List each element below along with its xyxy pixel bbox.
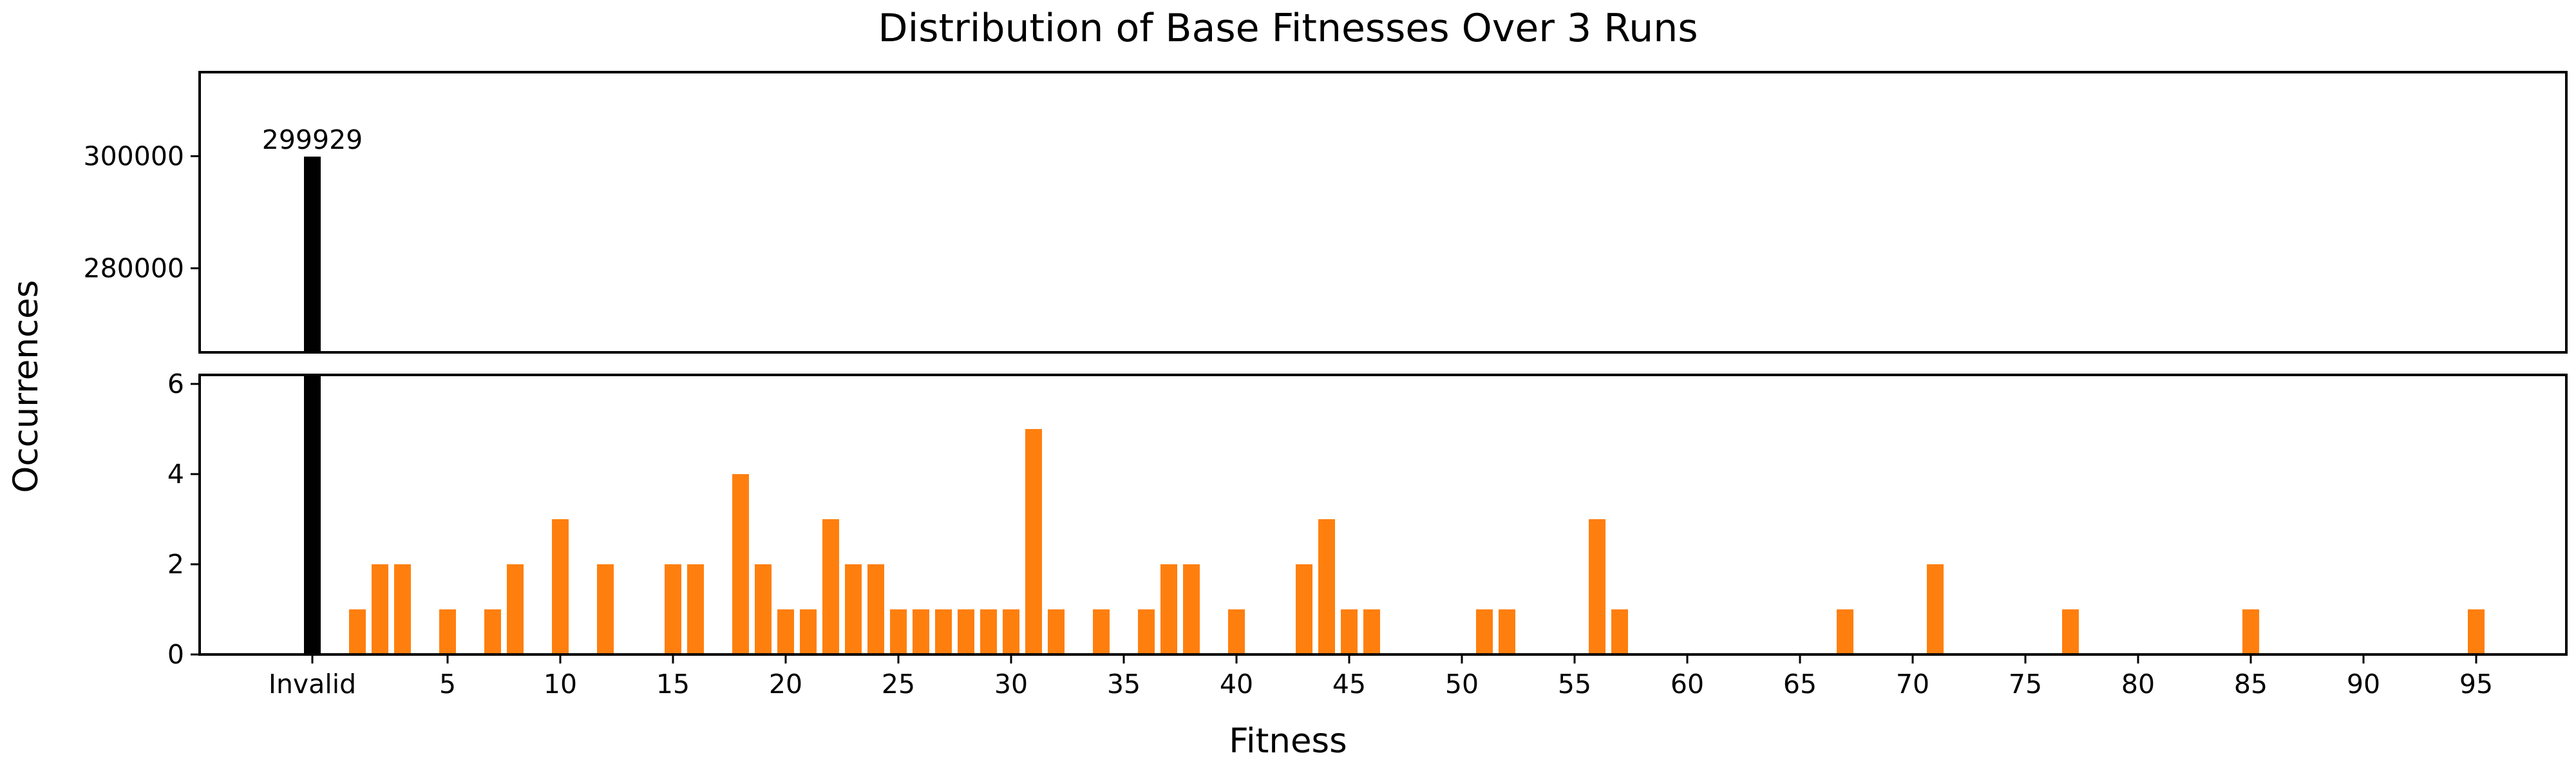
- bar-fitness-52: [1499, 609, 1515, 654]
- bar-fitness-8: [507, 564, 524, 654]
- bar-fitness-38: [1183, 564, 1200, 654]
- bar-fitness-46: [1363, 609, 1380, 654]
- bar-fitness-19: [755, 564, 772, 654]
- bar-fitness-37: [1160, 564, 1177, 654]
- x-tick-label: 30: [994, 669, 1028, 700]
- x-axis-label: Fitness: [1229, 721, 1347, 761]
- bar-fitness-95: [2468, 609, 2485, 654]
- x-tick-label: 15: [656, 669, 690, 700]
- upper-y-tick-label: 300000: [83, 141, 184, 172]
- bar-fitness-25: [890, 609, 907, 654]
- x-tick-label: 85: [2234, 669, 2268, 700]
- bar-fitness-29: [980, 609, 997, 654]
- x-tick-label: 75: [2009, 669, 2042, 700]
- bar-fitness-2: [372, 564, 388, 654]
- chart-title: Distribution of Base Fitnesses Over 3 Ru…: [878, 6, 1698, 51]
- x-tick-label: 50: [1445, 669, 1479, 700]
- bar-fitness-43: [1296, 564, 1312, 654]
- bar-fitness-56: [1589, 519, 1605, 654]
- bar-fitness-85: [2242, 609, 2259, 654]
- bar-fitness-10: [552, 519, 569, 654]
- bar-invalid-upper: [304, 157, 321, 352]
- bar-fitness-30: [1003, 609, 1019, 654]
- lower-axes: 0 2 4 6 Invalid 5 10 15 20 25 30 35 40 45 50 55 60 65 70 75…: [167, 368, 2568, 700]
- bar-fitness-77: [2062, 609, 2079, 654]
- x-tick-label: 55: [1558, 669, 1591, 700]
- x-tick-label: 5: [439, 669, 456, 700]
- lower-axes-frame: [198, 374, 2568, 656]
- bar-fitness-36: [1138, 609, 1155, 654]
- upper-axes-frame: [198, 71, 2568, 354]
- upper-y-tick-label: 280000: [83, 253, 184, 284]
- lower-y-tick-label: 4: [167, 459, 184, 490]
- bar-fitness-27: [935, 609, 952, 654]
- bar-fitness-21: [800, 609, 817, 654]
- lower-y-tick-label: 2: [167, 549, 184, 580]
- bar-fitness-7: [484, 609, 501, 654]
- bar-fitness-34: [1093, 609, 1110, 654]
- bar-fitness-12: [597, 564, 614, 654]
- bar-fitness-16: [687, 564, 704, 654]
- x-tick-label: 80: [2121, 669, 2155, 700]
- lower-y-tick-label: 0: [167, 639, 184, 670]
- bar-fitness-23: [845, 564, 862, 654]
- y-axis-label: Occurrences: [6, 280, 46, 493]
- bar-fitness-57: [1611, 609, 1628, 654]
- bar-fitness-31: [1025, 429, 1042, 654]
- bar-invalid-value-label: 299929: [262, 124, 363, 155]
- x-tick-label: 45: [1332, 669, 1366, 700]
- bar-fitness-44: [1318, 519, 1335, 654]
- bar-fitness-24: [867, 564, 884, 654]
- bar-fitness-45: [1341, 609, 1358, 654]
- bar-fitness-51: [1476, 609, 1493, 654]
- lower-y-tick-label: 6: [167, 368, 184, 399]
- bar-fitness-32: [1048, 609, 1065, 654]
- bar-fitness-22: [822, 519, 839, 654]
- x-tick-label: 70: [1896, 669, 1929, 700]
- x-tick-label: 35: [1107, 669, 1141, 700]
- x-tick-label: Invalid: [269, 669, 356, 700]
- bar-fitness-15: [665, 564, 681, 654]
- bar-fitness-28: [958, 609, 974, 654]
- x-tick-label: 90: [2347, 669, 2380, 700]
- x-tick-label: 10: [544, 669, 577, 700]
- x-tick-label: 95: [2459, 669, 2493, 700]
- x-tick-label: 20: [769, 669, 802, 700]
- upper-axes: 299929 280000 300000: [83, 71, 2568, 354]
- bar-fitness-71: [1927, 564, 1944, 654]
- bar-fitness-40: [1228, 609, 1245, 654]
- bar-fitness-18: [732, 474, 749, 654]
- bar-invalid-lower: [304, 375, 321, 654]
- x-tick-label: 65: [1783, 669, 1817, 700]
- x-tick-label: 60: [1671, 669, 1704, 700]
- bar-fitness-1: [349, 609, 366, 654]
- bar-fitness-5: [439, 609, 456, 654]
- bar-fitness-3: [394, 564, 411, 654]
- bar-fitness-67: [1837, 609, 1853, 654]
- x-tick-label: 25: [882, 669, 915, 700]
- bar-fitness-20: [777, 609, 794, 654]
- bar-fitness-26: [913, 609, 929, 654]
- x-tick-label: 40: [1220, 669, 1253, 700]
